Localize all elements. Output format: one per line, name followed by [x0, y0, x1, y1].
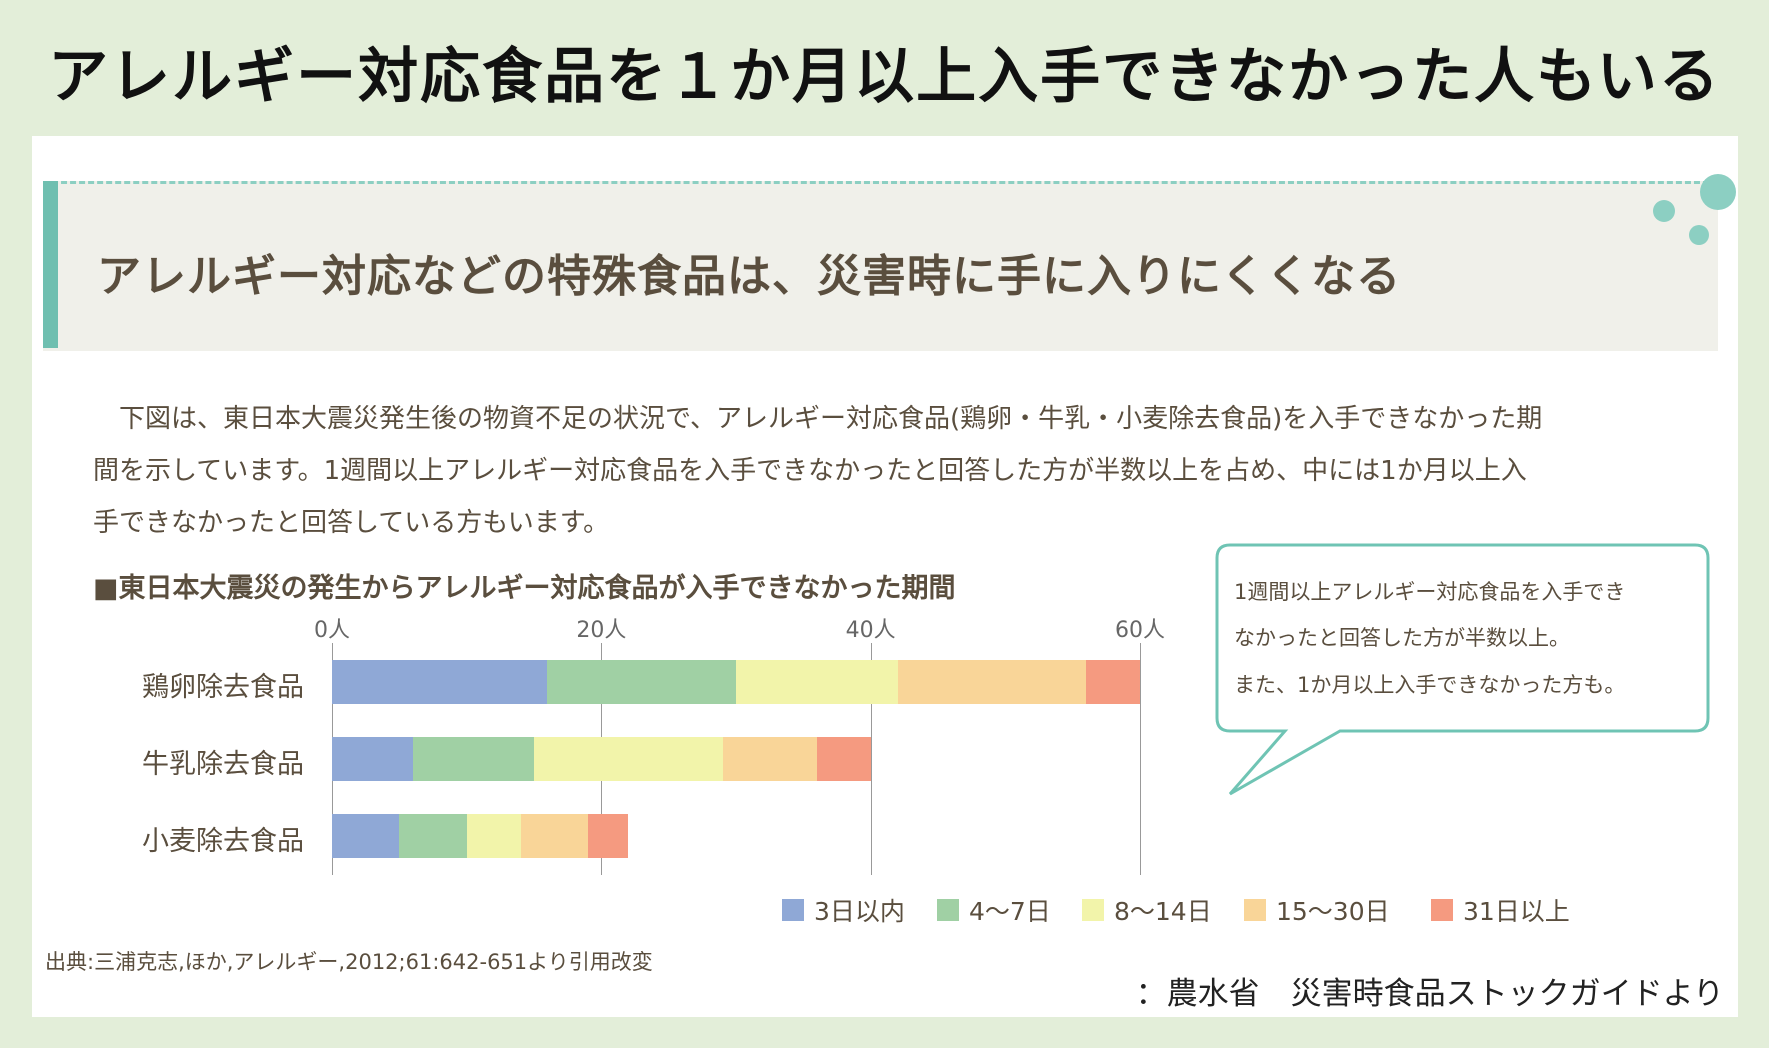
bar-segment: [722, 737, 817, 781]
bar-segment: [332, 737, 413, 781]
callout-line: 1週間以上アレルギー対応食品を入手でき: [1234, 580, 1626, 604]
legend-item: 31日以上: [1431, 892, 1570, 928]
bar-segment: [332, 814, 400, 858]
callout-line: なかったと回答した方が半数以上。: [1234, 626, 1570, 650]
bar-segment: [897, 660, 1087, 704]
legend-label: 15〜30日: [1276, 897, 1390, 926]
bar-segment: [1086, 660, 1140, 704]
bar-segment: [412, 737, 534, 781]
x-tick-label: 20人: [576, 618, 627, 643]
legend-swatch: [937, 899, 959, 921]
bar-segment: [587, 814, 629, 858]
category-label: 小麦除去食品: [142, 826, 304, 857]
callout-line: また、1か月以上入手できなかった方も。: [1234, 673, 1626, 697]
legend-label: 31日以上: [1463, 897, 1570, 926]
x-tick-label: 0人: [314, 618, 350, 643]
bar-segment: [520, 814, 588, 858]
bar-segment: [736, 660, 898, 704]
x-tick-label: 60人: [1115, 618, 1165, 643]
legend-swatch: [1082, 899, 1104, 921]
legend-item: 4〜7日: [937, 892, 1051, 928]
legend-label: 8〜14日: [1114, 897, 1212, 926]
decor-dot-icon: [1653, 200, 1675, 222]
legend-label: 3日以内: [814, 897, 905, 926]
bar-segment: [816, 737, 871, 781]
bar-segment: [399, 814, 467, 858]
x-tick-label: 40人: [845, 618, 896, 643]
credit-note: ：農水省 災害時食品ストックガイドより: [1135, 976, 1724, 1012]
legend-label: 4〜7日: [969, 897, 1051, 926]
legend-item: 15〜30日: [1244, 892, 1390, 928]
decor-dot-icon: [1700, 174, 1736, 210]
paragraph-line: 手できなかったと回答している方もいます。: [93, 508, 610, 538]
header-band: [43, 181, 1718, 351]
callout-bubble: [1215, 543, 1710, 796]
paragraph-line: 間を示しています。1週間以上アレルギー対応食品を入手できなかったと回答した方が半…: [93, 456, 1527, 486]
header-accent-bar: [43, 181, 58, 348]
legend-swatch: [1431, 899, 1453, 921]
page-title: アレルギー対応食品を１か月以上入手できなかった人もいる: [48, 42, 1721, 112]
bar-segment: [547, 660, 736, 704]
gridline: [1140, 643, 1141, 875]
gridline: [870, 643, 872, 875]
source-note: 出典:三浦克志,ほか,アレルギー,2012;61:642-651より引用改変: [45, 950, 653, 974]
bar-segment: [534, 737, 723, 781]
bar-segment: [332, 660, 548, 704]
category-label: 鶏卵除去食品: [142, 672, 304, 703]
legend-swatch: [1244, 899, 1266, 921]
chart-title: ■東日本大震災の発生からアレルギー対応食品が入手できなかった期間: [93, 573, 956, 604]
legend-item: 8〜14日: [1082, 892, 1212, 928]
legend-swatch: [782, 899, 804, 921]
paragraph-line: 下図は、東日本大震災発生後の物資不足の状況で、アレルギー対応食品(鶏卵・牛乳・小…: [93, 404, 1543, 434]
section-heading: アレルギー対応などの特殊食品は、災害時に手に入りにくくなる: [97, 251, 1402, 302]
bar-segment: [466, 814, 521, 858]
legend-item: 3日以内: [782, 892, 905, 928]
category-label: 牛乳除去食品: [142, 749, 304, 780]
decor-dot-icon: [1689, 225, 1709, 245]
